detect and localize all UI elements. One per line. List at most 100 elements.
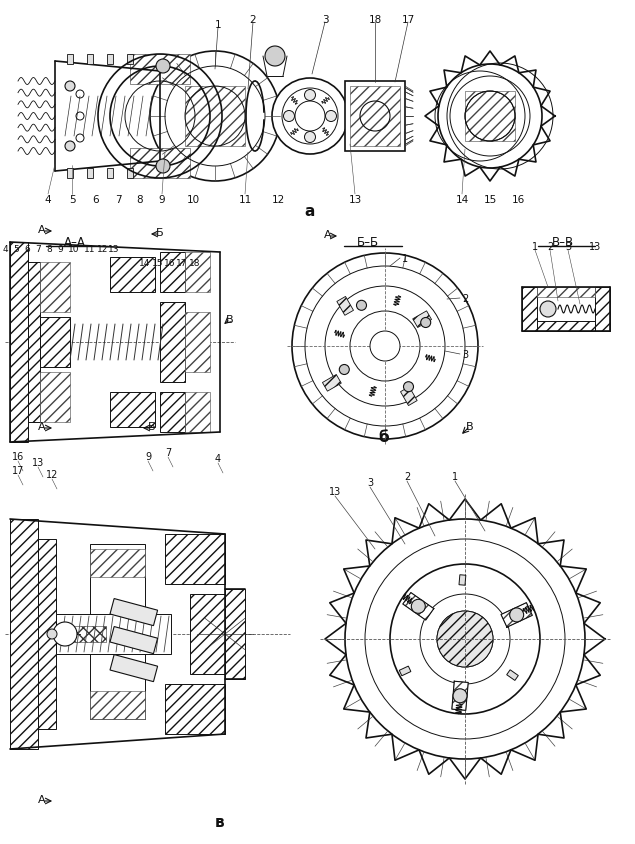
Text: А: А bbox=[38, 794, 46, 804]
Text: 12: 12 bbox=[271, 195, 284, 205]
Text: А: А bbox=[324, 230, 332, 240]
Bar bbox=[10, 519, 38, 749]
Text: 5: 5 bbox=[13, 246, 19, 254]
Text: 13: 13 bbox=[349, 195, 361, 205]
Text: 13: 13 bbox=[589, 241, 601, 252]
Bar bbox=[127, 55, 133, 65]
Polygon shape bbox=[452, 681, 468, 711]
Bar bbox=[190, 594, 225, 674]
Text: 8: 8 bbox=[137, 195, 144, 205]
Bar bbox=[399, 666, 411, 676]
Bar bbox=[323, 375, 341, 392]
Bar bbox=[40, 317, 70, 368]
Text: 8: 8 bbox=[46, 246, 52, 254]
Bar bbox=[537, 288, 595, 298]
Circle shape bbox=[305, 90, 316, 101]
Text: 2: 2 bbox=[547, 241, 553, 252]
Bar bbox=[465, 92, 515, 142]
Bar bbox=[87, 169, 93, 179]
Text: 16: 16 bbox=[511, 195, 525, 205]
Circle shape bbox=[305, 133, 316, 143]
Bar bbox=[160, 392, 185, 432]
Text: 1: 1 bbox=[402, 254, 408, 263]
Bar bbox=[110, 392, 155, 428]
Bar bbox=[185, 252, 210, 293]
Circle shape bbox=[65, 142, 75, 152]
Circle shape bbox=[47, 630, 57, 639]
Bar bbox=[90, 544, 145, 719]
Text: 4: 4 bbox=[215, 453, 221, 463]
Circle shape bbox=[53, 622, 77, 647]
Bar bbox=[40, 262, 70, 312]
Text: 10: 10 bbox=[187, 195, 199, 205]
Text: 13: 13 bbox=[32, 457, 44, 468]
Circle shape bbox=[540, 301, 556, 317]
Circle shape bbox=[411, 599, 425, 614]
Text: 13: 13 bbox=[108, 246, 120, 254]
Text: 9: 9 bbox=[145, 452, 151, 462]
Text: 16: 16 bbox=[164, 258, 176, 268]
Text: 2: 2 bbox=[250, 15, 257, 25]
Bar bbox=[165, 534, 225, 584]
Circle shape bbox=[339, 365, 349, 375]
Text: 4: 4 bbox=[2, 246, 8, 254]
Bar bbox=[522, 288, 537, 332]
Bar bbox=[110, 599, 157, 626]
Text: 17: 17 bbox=[12, 465, 24, 475]
Text: 6: 6 bbox=[93, 195, 99, 205]
Text: 12: 12 bbox=[97, 246, 109, 254]
Polygon shape bbox=[403, 592, 434, 620]
Bar bbox=[185, 312, 210, 372]
Text: 17: 17 bbox=[177, 258, 188, 268]
Text: В: В bbox=[466, 421, 474, 431]
Text: 7: 7 bbox=[35, 246, 41, 254]
Bar bbox=[160, 252, 185, 293]
Bar bbox=[87, 55, 93, 65]
Bar bbox=[110, 627, 157, 654]
Text: 12: 12 bbox=[46, 469, 58, 479]
Circle shape bbox=[356, 301, 366, 311]
Bar bbox=[185, 392, 210, 432]
Bar bbox=[107, 55, 113, 65]
Bar bbox=[127, 169, 133, 179]
Circle shape bbox=[65, 82, 75, 92]
Text: 2: 2 bbox=[404, 472, 410, 481]
Text: Б: Б bbox=[156, 228, 164, 238]
Bar bbox=[165, 684, 225, 734]
Text: 13: 13 bbox=[329, 486, 341, 496]
Text: 15: 15 bbox=[152, 258, 164, 268]
Bar bbox=[413, 311, 432, 328]
Bar bbox=[130, 55, 190, 85]
Bar bbox=[56, 614, 171, 654]
Circle shape bbox=[345, 519, 585, 759]
Text: 5: 5 bbox=[69, 195, 76, 205]
Circle shape bbox=[283, 111, 295, 122]
Bar bbox=[345, 82, 405, 152]
Text: 2: 2 bbox=[462, 294, 468, 304]
Text: 3: 3 bbox=[462, 349, 468, 360]
Text: 11: 11 bbox=[238, 195, 251, 205]
Bar bbox=[350, 87, 400, 147]
Circle shape bbox=[403, 382, 413, 392]
Bar bbox=[459, 575, 466, 586]
Bar bbox=[507, 670, 518, 680]
Circle shape bbox=[156, 160, 170, 174]
Polygon shape bbox=[501, 603, 532, 627]
Text: 7: 7 bbox=[165, 447, 171, 457]
Text: А–А: А–А bbox=[64, 235, 86, 248]
Bar bbox=[38, 539, 56, 729]
Bar bbox=[107, 169, 113, 179]
Text: Б: Б bbox=[148, 421, 156, 431]
Text: 18: 18 bbox=[368, 15, 382, 25]
Text: в: в bbox=[215, 814, 225, 830]
Circle shape bbox=[437, 611, 493, 668]
Text: 15: 15 bbox=[483, 195, 497, 205]
Text: 9: 9 bbox=[159, 195, 165, 205]
Text: 1: 1 bbox=[215, 20, 222, 30]
Text: 1: 1 bbox=[452, 472, 458, 481]
Circle shape bbox=[265, 47, 285, 67]
Circle shape bbox=[510, 609, 524, 622]
Bar bbox=[40, 372, 70, 423]
Bar bbox=[67, 169, 73, 179]
Bar bbox=[225, 589, 245, 679]
